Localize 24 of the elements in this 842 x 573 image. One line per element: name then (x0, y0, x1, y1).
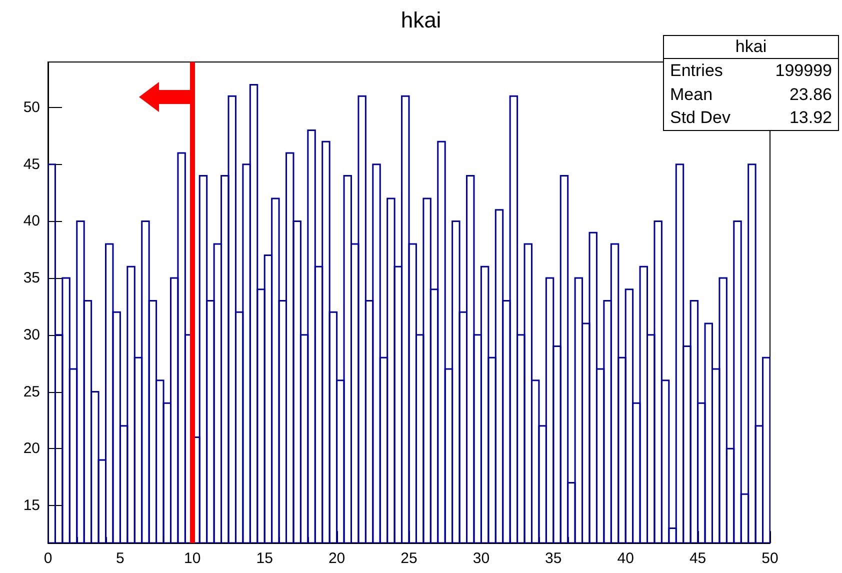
chart-title: hkai (400, 8, 442, 32)
text: hkai (664, 36, 838, 59)
y-tick-label: 50 (23, 98, 40, 116)
x-tick-label: 20 (328, 550, 346, 567)
y-tick-label: 20 (23, 440, 40, 458)
x-tick-label: 40 (617, 550, 634, 567)
y-tick-label: 40 (23, 212, 40, 230)
x-tick-label: 30 (472, 550, 490, 567)
x-tick-label: 5 (116, 550, 124, 567)
text: Std Dev 13.92 (670, 108, 832, 127)
x-tick-label: 35 (545, 550, 562, 567)
text: Mean 23.86 (670, 84, 832, 104)
x-tick-label: 50 (762, 550, 778, 567)
x-tick-label: 15 (256, 550, 273, 567)
y-tick-label: 45 (23, 156, 40, 173)
y-tick-label: 30 (23, 326, 40, 344)
y-tick-label: 15 (23, 496, 40, 514)
y-tick-label: 35 (23, 270, 40, 287)
y-tick-label: 25 (23, 383, 40, 400)
x-tick-label: 0 (44, 550, 52, 567)
x-tick-label: 25 (400, 550, 418, 567)
text: Entries 199999 (670, 61, 832, 80)
x-tick-label: 10 (184, 550, 201, 567)
x-tick-label: 45 (689, 550, 706, 567)
